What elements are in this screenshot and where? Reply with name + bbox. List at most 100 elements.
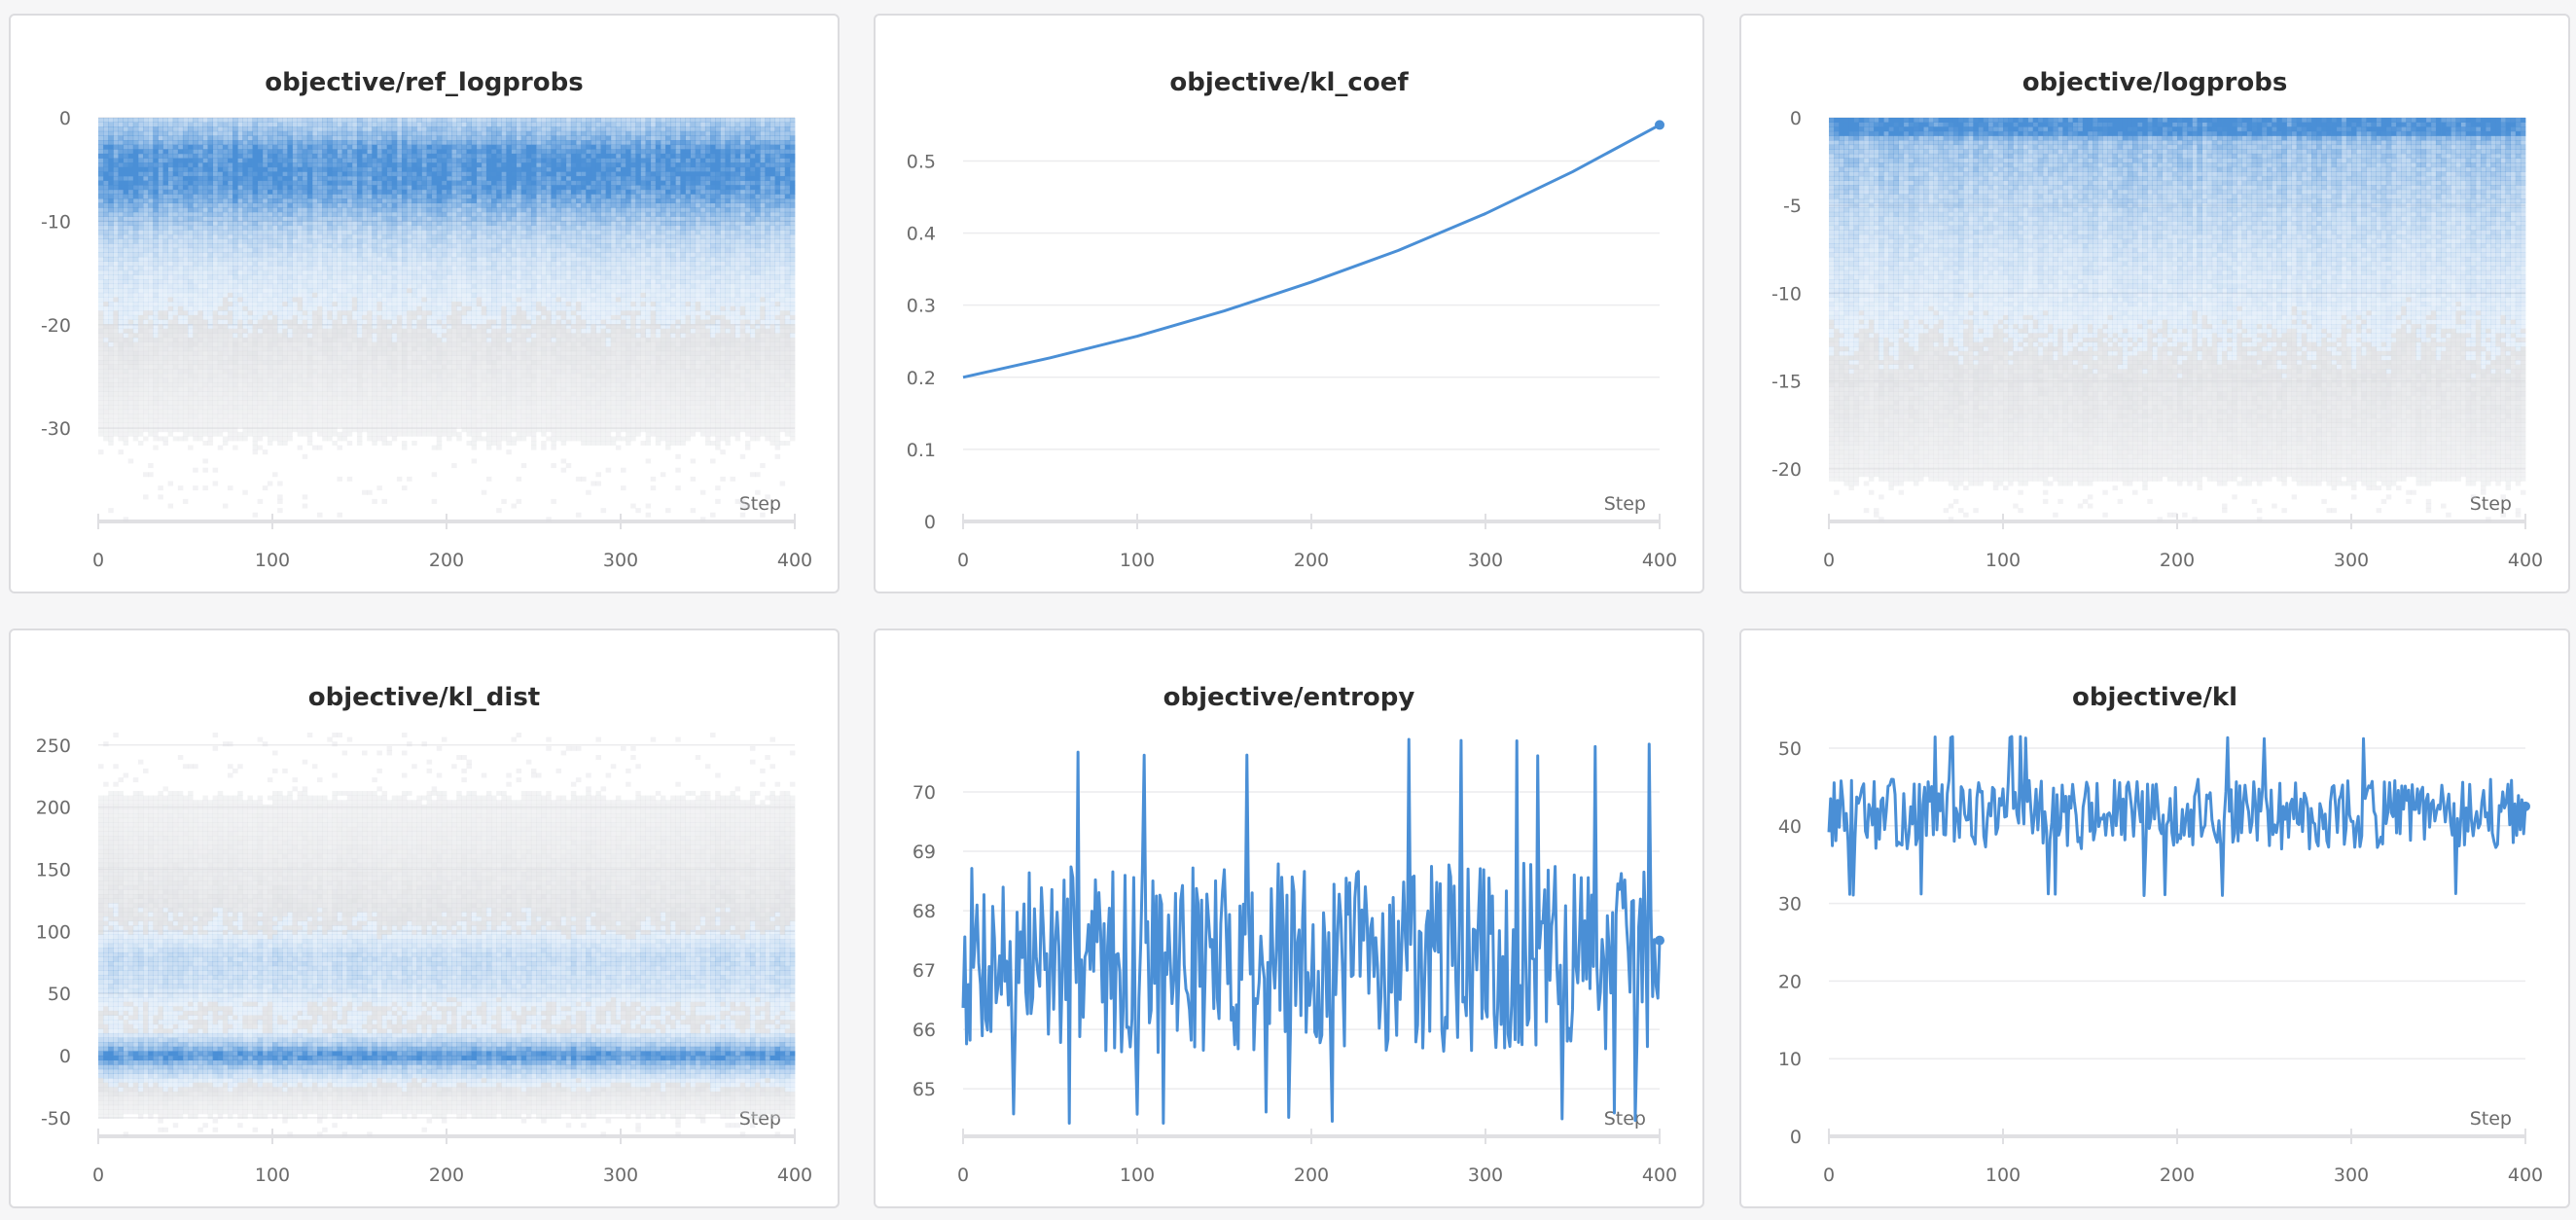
- heatmap-cell: [421, 350, 427, 356]
- heatmap-cell: [247, 238, 253, 244]
- heatmap-cell: [311, 162, 318, 168]
- heatmap-cell: [153, 382, 159, 388]
- heatmap-cell: [322, 400, 328, 406]
- heatmap-cell: [322, 162, 328, 168]
- heatmap-cell: [337, 310, 342, 316]
- heatmap-cell: [123, 350, 129, 356]
- heatmap-cell: [197, 211, 203, 217]
- heatmap-cell: [332, 395, 338, 401]
- heatmap-cell: [123, 373, 129, 378]
- heatmap-cell: [292, 149, 298, 155]
- heatmap-cell: [297, 364, 304, 370]
- heatmap-cell: [162, 122, 168, 127]
- heatmap-cell: [182, 221, 189, 227]
- heatmap-cell: [127, 302, 134, 307]
- heatmap-cell: [362, 305, 368, 311]
- heatmap-cell: [172, 158, 179, 163]
- heatmap-cell: [207, 269, 214, 275]
- heatmap-cell: [311, 122, 318, 127]
- heatmap-cell: [257, 166, 264, 172]
- heatmap-cell: [103, 269, 109, 275]
- heatmap-cell: [242, 314, 248, 320]
- heatmap-cell: [262, 274, 268, 280]
- heatmap-cell: [302, 118, 308, 124]
- heatmap-cell: [367, 118, 373, 124]
- heatmap-cell: [143, 341, 149, 347]
- heatmap-cell: [143, 346, 149, 352]
- heatmap-cell: [172, 283, 179, 289]
- heatmap-cell: [372, 211, 377, 217]
- heatmap-cell: [297, 153, 304, 159]
- heatmap-cell: [217, 391, 224, 397]
- heatmap-cell: [227, 211, 233, 217]
- heatmap-cell: [411, 427, 417, 433]
- heatmap-cell: [431, 333, 438, 339]
- heatmap-cell: [391, 189, 398, 195]
- heatmap-cell: [306, 158, 313, 163]
- heatmap-cell: [172, 126, 179, 132]
- heatmap-cell: [257, 297, 264, 303]
- heatmap-cell: [143, 350, 149, 356]
- heatmap-cell: [222, 198, 229, 204]
- heatmap-cell: [411, 266, 417, 271]
- heatmap-cell: [372, 386, 377, 392]
- heatmap-cell: [372, 185, 377, 191]
- heatmap-cell: [346, 252, 353, 258]
- heatmap-cell: [217, 405, 224, 411]
- heatmap-cell: [386, 122, 393, 127]
- heatmap-cell: [207, 413, 214, 419]
- heatmap-cell: [416, 185, 422, 191]
- heatmap-cell: [182, 238, 189, 244]
- heatmap-cell: [188, 314, 194, 320]
- heatmap-cell: [362, 297, 368, 303]
- heatmap-cell: [272, 319, 278, 325]
- heatmap-cell: [127, 373, 134, 378]
- heatmap-cell: [202, 373, 208, 378]
- heatmap-cell: [351, 269, 358, 275]
- heatmap-cell: [188, 261, 194, 267]
- heatmap-cell: [346, 144, 353, 150]
- heatmap-cell: [426, 319, 433, 325]
- heatmap-cell: [158, 149, 163, 155]
- heatmap-cell: [367, 341, 373, 347]
- heatmap-cell: [426, 185, 433, 191]
- heatmap-cell: [188, 310, 194, 316]
- heatmap-cell: [391, 274, 398, 280]
- heatmap-cell: [182, 207, 189, 213]
- heatmap-cell: [426, 202, 433, 208]
- heatmap-cell: [132, 211, 139, 217]
- x-tick-label: 100: [255, 550, 290, 571]
- heatmap-cell: [311, 328, 318, 334]
- heatmap-cell: [222, 247, 229, 253]
- heatmap-cell: [143, 279, 149, 285]
- heatmap-cell: [277, 243, 283, 249]
- heatmap-cell: [267, 377, 273, 383]
- heatmap-cell: [337, 337, 342, 342]
- heatmap-cell: [167, 194, 174, 199]
- heatmap-cell: [367, 130, 373, 136]
- heatmap-cell: [167, 211, 174, 217]
- heatmap-cell: [193, 382, 198, 388]
- heatmap-cell: [118, 225, 124, 231]
- heatmap-cell: [421, 314, 427, 320]
- heatmap-cell: [222, 261, 229, 267]
- heatmap-cell: [162, 341, 168, 347]
- heatmap-cell: [233, 202, 238, 208]
- heatmap-cell: [212, 337, 219, 342]
- heatmap-cell: [317, 328, 323, 334]
- heatmap-cell: [123, 337, 129, 342]
- heatmap-cell: [242, 221, 248, 227]
- heatmap-cell: [322, 369, 328, 375]
- heatmap-cell: [212, 467, 219, 473]
- heatmap-cell: [302, 350, 308, 356]
- heatmap-cell: [257, 189, 264, 195]
- heatmap-cell: [302, 211, 308, 217]
- heatmap-cell: [132, 261, 139, 267]
- heatmap-cell: [362, 279, 368, 285]
- heatmap-cell: [257, 395, 264, 401]
- heatmap-cell: [267, 274, 273, 280]
- heatmap-cell: [177, 211, 184, 217]
- heatmap-cell: [306, 310, 313, 316]
- heatmap-cell: [401, 233, 408, 239]
